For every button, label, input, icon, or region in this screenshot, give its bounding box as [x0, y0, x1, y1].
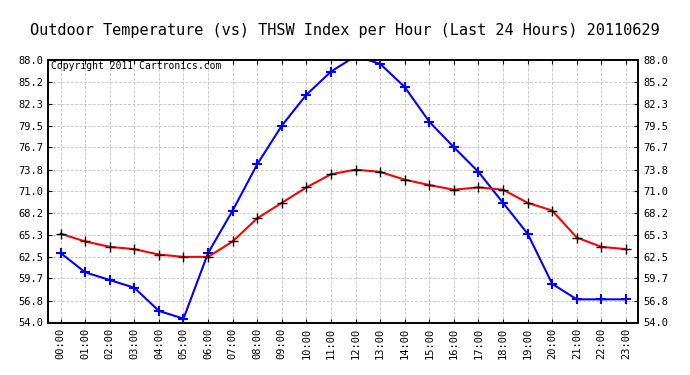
Text: Copyright 2011 Cartronics.com: Copyright 2011 Cartronics.com [51, 61, 221, 71]
Text: Outdoor Temperature (vs) THSW Index per Hour (Last 24 Hours) 20110629: Outdoor Temperature (vs) THSW Index per … [30, 22, 660, 38]
